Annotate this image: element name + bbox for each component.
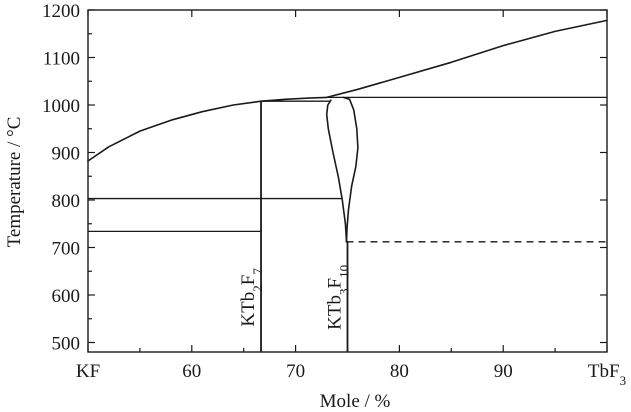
liquidus-curve <box>325 19 608 99</box>
y-tick-label: 700 <box>52 239 81 260</box>
compound-label-part: KTb <box>238 292 259 327</box>
compound-label: KTb3F10 <box>325 265 352 330</box>
compound-label-subscript: 10 <box>336 265 351 278</box>
y-tick-label: 1200 <box>42 1 80 22</box>
compound-label-part: F <box>238 275 259 286</box>
y-tick-label: 500 <box>52 334 81 355</box>
y-tick-label: 800 <box>52 191 81 212</box>
x-tick-label: 70 <box>286 361 305 382</box>
liquidus-curve <box>87 100 262 162</box>
liquidus-curve <box>260 96 328 102</box>
compound-label: KTb2F7 <box>238 268 265 327</box>
liquidus-curve <box>325 99 348 243</box>
x-tick-label-subscript: 3 <box>620 373 627 388</box>
x-tick-label: 80 <box>390 361 409 382</box>
compound-label-part: F <box>325 278 346 289</box>
x-axis-label: Mole / % <box>320 391 391 412</box>
compound-label-subscript: 3 <box>336 289 351 296</box>
x-tick-label: 90 <box>494 361 513 382</box>
y-tick-label: 1000 <box>42 96 80 117</box>
y-tick-label: 1100 <box>43 49 80 70</box>
compound-label-subscript: 7 <box>250 268 265 275</box>
y-tick-label: 600 <box>52 286 81 307</box>
x-tick-label: TbF3 <box>588 361 626 388</box>
compound-label-subscript: 2 <box>250 285 265 292</box>
compound-label-part: KTb <box>325 295 346 330</box>
y-tick-label: 900 <box>52 144 81 165</box>
liquidus-curve <box>342 96 359 243</box>
y-axis-label: Temperature / °C <box>4 117 25 248</box>
x-tick-label: KF <box>76 361 100 382</box>
x-tick-label: 60 <box>182 361 201 382</box>
